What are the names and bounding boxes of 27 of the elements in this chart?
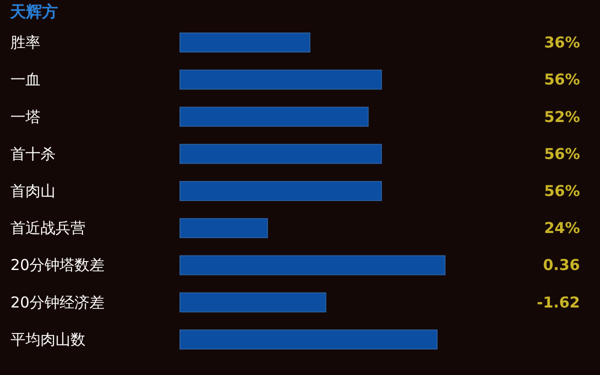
y-tick-label: 首肉山 <box>10 182 56 200</box>
bar <box>180 255 446 276</box>
bar <box>180 144 382 164</box>
text: -1.62 <box>536 293 580 312</box>
bar <box>180 292 326 312</box>
y-tick-label: 胜率 <box>10 34 40 52</box>
bar <box>180 106 369 127</box>
text: 56% <box>544 182 580 200</box>
bar <box>180 70 382 90</box>
y-tick-label: 20分钟塔数差 <box>10 256 105 274</box>
text: 天辉方 <box>9 2 58 21</box>
y-tick-label: 一塔 <box>10 108 40 126</box>
bar <box>180 218 268 238</box>
y-tick-label: 首近战兵营 <box>10 219 86 238</box>
text: 56% <box>544 70 580 89</box>
text: 0.36 <box>542 256 580 274</box>
bar <box>180 329 438 350</box>
bar <box>180 32 310 53</box>
text: 36% <box>544 34 580 52</box>
text: 56% <box>544 144 580 163</box>
y-tick-label: 20分钟经济差 <box>10 293 105 312</box>
text: 52% <box>544 108 580 126</box>
y-tick-label: 首十杀 <box>10 144 56 163</box>
text: 24% <box>544 219 580 238</box>
bar <box>180 181 382 201</box>
y-tick-label: 平均肉山数 <box>10 330 86 348</box>
y-tick-label: 一血 <box>10 70 40 89</box>
